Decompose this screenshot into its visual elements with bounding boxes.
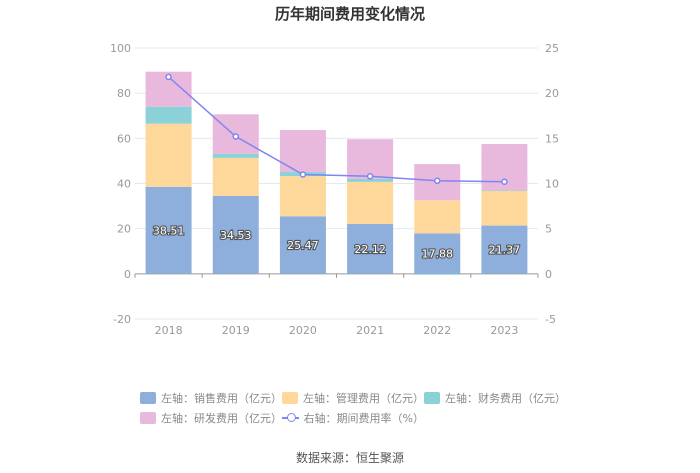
right-axis-tick-label: 20 (545, 87, 559, 100)
bar-segment (145, 123, 192, 187)
bar-segment (347, 223, 394, 274)
legend-swatch-expense-rate (282, 412, 299, 424)
legend-swatch-rnd (140, 412, 156, 424)
bar-data-label: 38.51 (153, 224, 185, 237)
legend-item-admin[interactable]: 左轴：管理费用（亿元） (282, 390, 424, 406)
left-axis-tick-label: 60 (117, 132, 131, 145)
bar-segment (347, 178, 394, 182)
bar-data-label: 25.47 (287, 239, 319, 252)
bar-segment (212, 157, 259, 196)
legend-label-rnd: 左轴：研发费用（亿元） (161, 412, 282, 425)
right-axis-tick-label: 5 (545, 223, 552, 236)
bar-segment (212, 195, 259, 274)
left-axis-tick-label: 40 (117, 178, 131, 191)
bar-segment (414, 233, 461, 274)
right-axis-tick-label: 10 (545, 178, 559, 191)
legend-label-expense-rate: 右轴：期间费用率（%） (303, 412, 424, 425)
chart-title: 历年期间费用变化情况 (274, 5, 425, 23)
legend-label-sales: 左轴：销售费用（亿元） (161, 392, 282, 405)
expense-rate-line (168, 76, 505, 183)
x-axis-tick-label: 2018 (155, 324, 183, 337)
x-axis-tick-label: 2020 (289, 324, 317, 337)
legend-item-expense-rate[interactable]: 右轴：期间费用率（%） (282, 410, 424, 426)
bar-segment (414, 273, 461, 275)
bar-segment (145, 186, 192, 274)
right-axis-tick-label: 25 (545, 42, 559, 55)
expense-rate-point (232, 133, 239, 140)
legend-item-finance[interactable]: 左轴：财务费用（亿元） (424, 390, 566, 406)
x-axis-tick-label: 2022 (423, 324, 451, 337)
bar-segment (347, 181, 394, 224)
bar-data-label: 34.53 (220, 229, 252, 242)
data-source: 数据来源：恒生聚源 (295, 451, 404, 465)
legend-swatch-finance (424, 392, 440, 404)
left-axis-tick-label: -20 (113, 313, 131, 326)
right-axis-tick-label: -5 (545, 313, 556, 326)
x-axis-tick-label: 2023 (490, 324, 518, 337)
legend-item-rnd[interactable]: 左轴：研发费用（亿元） (140, 410, 282, 426)
bar-segment (212, 153, 259, 158)
bar-segment (481, 190, 528, 192)
bar-segment (481, 191, 528, 226)
right-axis-tick-label: 15 (545, 132, 559, 145)
bar-segment (145, 106, 192, 124)
legend: 左轴：销售费用（亿元） 左轴：管理费用（亿元） 左轴：财务费用（亿元） 左轴：研… (140, 388, 580, 428)
expense-rate-point (366, 173, 374, 180)
expense-rate-point (299, 171, 307, 178)
bar-data-label: 17.88 (422, 248, 454, 261)
bar-data-label: 22.12 (354, 243, 386, 256)
legend-item-sales[interactable]: 左轴：销售费用（亿元） (140, 390, 282, 406)
legend-swatch-sales (140, 392, 156, 404)
x-axis-tick-label: 2019 (222, 324, 250, 337)
legend-swatch-admin (282, 392, 298, 404)
bar-segment (279, 176, 326, 217)
expense-rate-point (501, 178, 508, 185)
bar-segment (414, 200, 461, 234)
expense-rate-point (434, 177, 441, 185)
x-axis-tick-label: 2021 (356, 324, 384, 337)
legend-label-admin: 左轴：管理费用（亿元） (303, 392, 424, 405)
right-axis-tick-label: 0 (545, 268, 552, 281)
left-axis-tick-label: 100 (110, 42, 131, 55)
bar-segment (481, 225, 528, 274)
bar-segment (347, 139, 394, 179)
bar-segment (279, 216, 326, 274)
left-axis-tick-label: 0 (124, 268, 131, 281)
expense-rate-point (165, 73, 172, 81)
left-axis-tick-label: 80 (117, 87, 131, 100)
left-axis-tick-label: 20 (117, 223, 131, 236)
legend-label-finance: 左轴：财务费用（亿元） (445, 392, 566, 405)
bar-data-label: 21.37 (489, 244, 521, 257)
